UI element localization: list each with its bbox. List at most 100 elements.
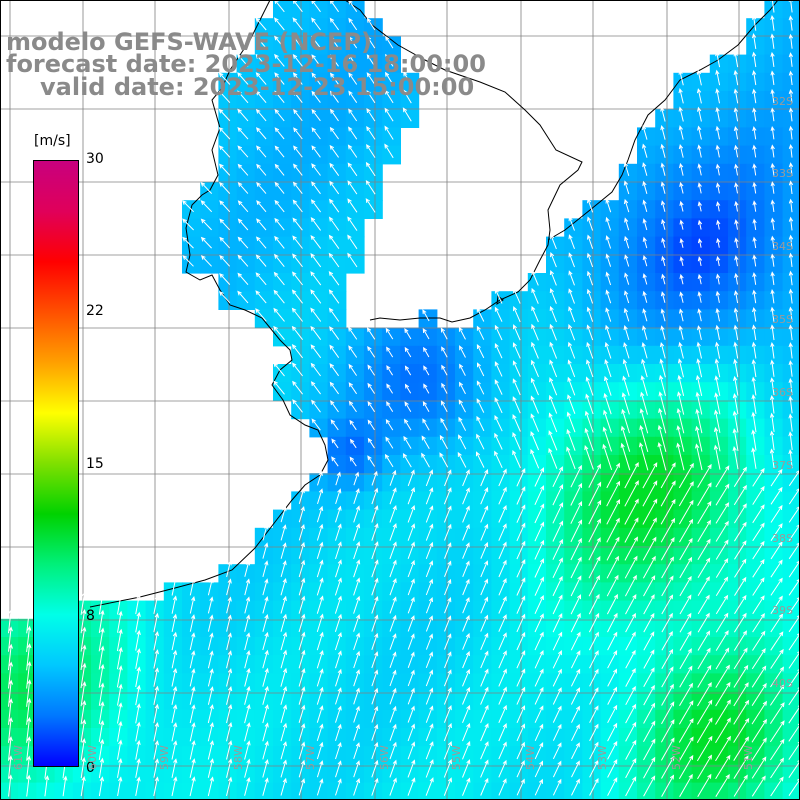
wind-arrow <box>407 633 415 650</box>
wind-arrow <box>348 108 358 122</box>
wind-arrow <box>328 234 340 249</box>
wind-arrow <box>26 736 32 761</box>
wind-arrow <box>697 630 711 651</box>
wind-arrow <box>389 669 397 687</box>
wind-arrow <box>421 435 430 450</box>
wind-arrow <box>480 686 489 705</box>
wind-arrow <box>335 471 341 486</box>
wind-arrow <box>751 33 757 49</box>
wind-arrow <box>274 0 285 13</box>
wind-arrow <box>679 200 684 212</box>
wind-arrow <box>603 392 612 415</box>
wind-arrow <box>715 681 731 707</box>
wind-arrow <box>732 428 739 451</box>
wind-arrow <box>733 107 739 122</box>
wind-arrow <box>329 17 340 31</box>
wind-arrow <box>549 341 558 359</box>
lat-label-33s: 33S <box>772 167 793 180</box>
wind-arrow <box>770 271 775 286</box>
wind-arrow <box>642 290 648 303</box>
wind-arrow <box>386 346 394 358</box>
wind-arrow <box>550 234 557 250</box>
wind-arrow <box>335 760 342 778</box>
wind-arrow <box>348 54 358 67</box>
wind-arrow <box>770 486 783 505</box>
wind-arrow <box>293 163 303 176</box>
wind-arrow <box>334 577 342 596</box>
wind-arrow <box>329 381 340 395</box>
wind-arrow <box>752 254 757 267</box>
wind-arrow <box>661 631 673 651</box>
wind-arrow <box>715 163 721 176</box>
wind-arrow <box>480 741 489 760</box>
wind-arrow <box>752 200 757 212</box>
wind-arrow <box>733 682 749 707</box>
wind-arrow <box>625 631 636 651</box>
wind-arrow <box>642 273 648 285</box>
wind-arrow <box>498 541 507 560</box>
wind-arrow <box>732 445 739 470</box>
wind-arrow <box>697 576 710 597</box>
wind-arrow <box>407 523 416 541</box>
wind-arrow <box>752 126 757 140</box>
wind-arrow <box>788 413 793 432</box>
wind-arrow <box>334 632 342 651</box>
wind-arrow <box>679 162 684 176</box>
wind-arrow <box>498 686 507 705</box>
wind-arrow <box>657 424 667 453</box>
wind-arrow <box>237 218 249 231</box>
wind-arrow <box>588 518 601 543</box>
wind-arrow <box>423 346 430 358</box>
wind-arrow <box>660 162 666 176</box>
wind-arrow <box>715 51 721 68</box>
wind-arrow <box>770 181 775 194</box>
wind-arrow <box>404 383 412 394</box>
wind-arrow <box>291 325 303 341</box>
wind-arrow <box>189 632 196 651</box>
wind-arrow <box>769 412 775 432</box>
wind-arrow <box>365 198 376 213</box>
wind-arrow <box>207 632 214 651</box>
wind-arrow <box>624 217 630 231</box>
wind-arrow <box>769 430 775 451</box>
wind-arrow <box>348 72 358 85</box>
wind-arrow <box>534 650 544 669</box>
wind-arrow <box>207 776 214 797</box>
wind-arrow <box>585 393 594 415</box>
wind-arrow <box>607 704 618 724</box>
wind-arrow <box>534 631 544 651</box>
wind-arrow <box>425 723 434 742</box>
wind-arrow <box>353 595 361 614</box>
wind-arrow <box>678 754 694 780</box>
wind-arrow <box>329 326 340 340</box>
wind-arrow <box>715 182 721 194</box>
wind-arrow <box>751 51 757 68</box>
wind-arrow <box>679 665 693 688</box>
wind-arrow <box>262 777 269 796</box>
wind-arrow <box>752 540 765 560</box>
wind-arrow <box>716 201 721 212</box>
wind-arrow <box>788 70 794 86</box>
wind-arrow <box>402 453 412 468</box>
wind-arrow <box>371 614 379 632</box>
wind-arrow <box>367 455 376 467</box>
wind-arrow <box>153 758 159 778</box>
wind-arrow <box>788 324 793 341</box>
wind-arrow <box>620 425 631 452</box>
wind-arrow <box>462 704 471 723</box>
wind-arrow <box>589 705 599 723</box>
wind-arrow <box>255 90 267 104</box>
wind-arrow <box>715 324 720 340</box>
wind-arrow <box>661 556 674 579</box>
wind-arrow <box>171 631 178 651</box>
wind-arrow <box>531 341 539 359</box>
wind-arrow <box>679 219 684 230</box>
wind-arrow <box>237 72 249 85</box>
wind-arrow <box>8 698 13 725</box>
wind-arrow <box>552 631 563 651</box>
wind-arrow <box>262 649 269 669</box>
wind-arrow <box>135 611 141 633</box>
wind-arrow <box>262 578 269 596</box>
wind-arrow <box>226 740 233 760</box>
